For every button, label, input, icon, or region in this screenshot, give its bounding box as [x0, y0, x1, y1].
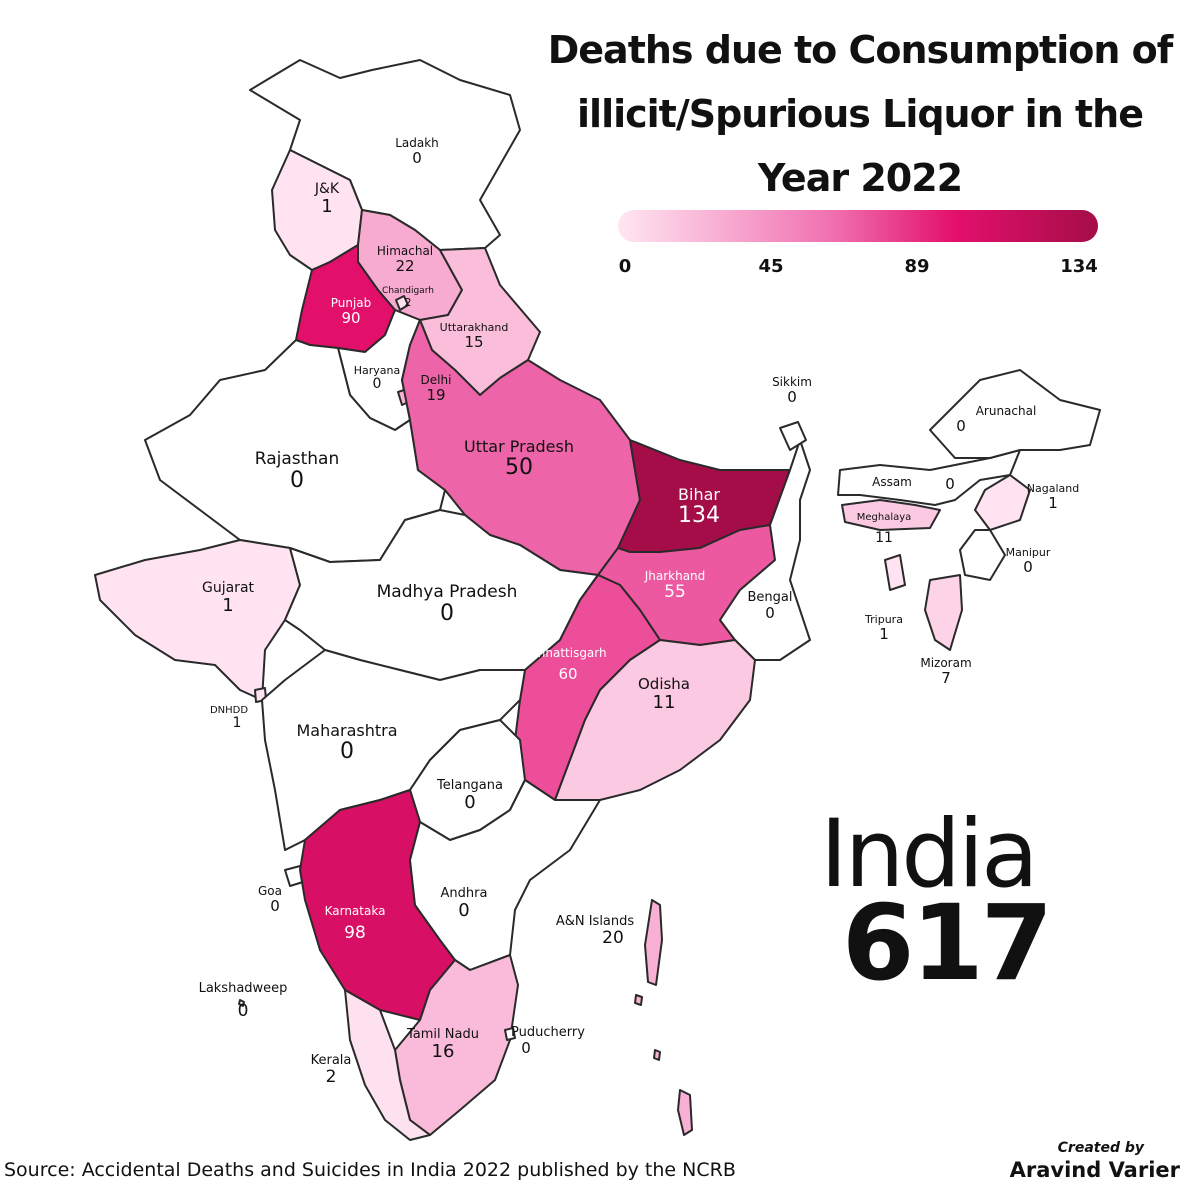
label-telangana: Telangana 0	[437, 778, 503, 814]
label-mizoram: Mizoram 7	[920, 656, 972, 688]
label-manipur: Manipur 0	[1005, 546, 1051, 577]
label-chhattisgarh: Chhattisgarh 60	[529, 646, 607, 684]
region-arunachal	[929, 369, 1101, 459]
label-ladakh: Ladakh 0	[395, 136, 439, 168]
region-chandigarh	[395, 295, 409, 311]
region-odisha	[554, 639, 756, 801]
label-tripura: Tripura 1	[865, 613, 903, 644]
source-note: Source: Accidental Deaths and Suicides i…	[4, 1159, 736, 1181]
label-arunachal: Arunachal 0	[956, 404, 1037, 436]
region-kerala	[344, 989, 431, 1141]
label-assam-value: 0	[945, 475, 955, 493]
legend-color-scale	[618, 210, 1098, 242]
total-value: 617	[842, 882, 1053, 1004]
region-bengal	[719, 439, 811, 661]
region-puducherry	[504, 1027, 516, 1041]
label-dnhdd: DNHDD 1	[209, 705, 249, 731]
region-an	[634, 899, 693, 1136]
legend-tick: 89	[904, 256, 930, 277]
label-bengal: Bengal 0	[747, 590, 793, 623]
label-kerala: Kerala 2	[310, 1053, 352, 1088]
label-odisha: Odisha 11	[637, 675, 691, 713]
label-punjab: Punjab 90	[330, 296, 372, 328]
credit-caption: Created by	[1057, 1140, 1144, 1156]
total-label: India	[820, 800, 1039, 909]
region-sikkim	[779, 421, 807, 451]
label-himachal: Himachal 22	[376, 244, 434, 276]
label-lakshadweep: Lakshadweep 0	[198, 981, 288, 1022]
label-jharkhand: Jharkhand 55	[644, 569, 706, 603]
label-delhi: Delhi 19	[420, 373, 452, 405]
label-rajasthan: Rajasthan 0	[254, 449, 340, 493]
region-assam	[837, 449, 1021, 506]
label-assam: Assam	[872, 475, 912, 489]
label-karnataka: Karnataka 98	[324, 904, 386, 944]
label-up: Uttar Pradesh 50	[464, 437, 574, 480]
region-nagaland	[974, 474, 1031, 531]
label-meghalaya: Meghalaya 11	[856, 512, 912, 546]
label-nagaland: Nagaland 1	[1026, 482, 1080, 513]
region-tripura	[884, 554, 906, 591]
region-gujarat	[94, 539, 301, 701]
label-chandigarh: Chandigarh 2	[382, 286, 434, 309]
label-andhra: Andhra 0	[440, 886, 488, 922]
legend-tick: 0	[618, 256, 632, 277]
label-mp: Madhya Pradesh 0	[376, 582, 518, 626]
label-sikkim: Sikkim 0	[772, 375, 812, 407]
region-manipur	[959, 529, 1006, 581]
label-maharashtra: Maharashtra 0	[296, 721, 398, 764]
region-andhra	[409, 779, 601, 971]
credit-author: Aravind Varier	[1009, 1158, 1180, 1182]
legend-tick: 134	[1060, 256, 1098, 277]
label-goa: Goa 0	[258, 884, 282, 916]
region-lakshadweep	[238, 999, 245, 1007]
label-puducherry: Puducherry 0	[511, 1025, 585, 1058]
label-tamilnadu: Tamil Nadu 16	[407, 1027, 479, 1063]
label-bihar: Bihar 134	[678, 485, 720, 528]
region-mizoram	[924, 574, 963, 651]
legend-tick: 45	[758, 256, 784, 277]
label-uttarakhand: Uttarakhand 15	[439, 321, 509, 352]
region-meghalaya	[841, 499, 941, 531]
label-haryana: Haryana 0	[353, 364, 401, 393]
label-jk: J&K 1	[314, 181, 340, 218]
label-an: A&N Islands 20	[555, 914, 635, 949]
label-gujarat: Gujarat 1	[201, 580, 255, 617]
chart-title: Deaths due to Consumption of illicit/Spu…	[547, 28, 1174, 200]
